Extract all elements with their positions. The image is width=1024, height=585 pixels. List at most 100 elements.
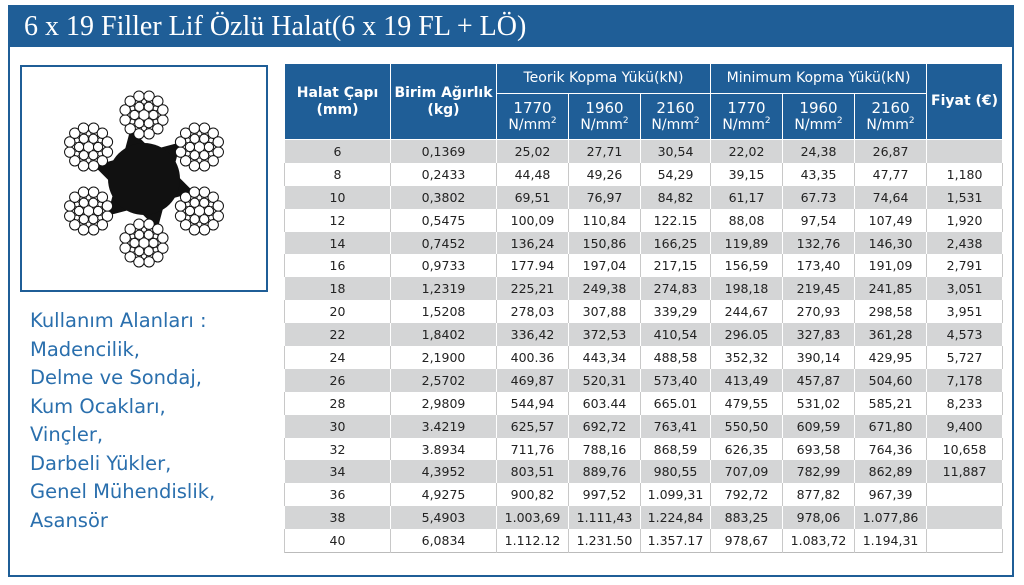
grade-value: 1770	[513, 98, 552, 117]
usage-item: Delme ve Sondaj,	[30, 366, 202, 389]
table-cell: 980,55	[639, 460, 712, 484]
table-cell: 8	[284, 162, 391, 186]
table-cell: 54,29	[639, 162, 712, 186]
table-row: 22 1,8402 336,42 372,53 410,54 296.05 327,83 36…	[284, 323, 1004, 347]
table-row: 6 0,1369 25,02 27,71 30,54 22,02 24,38 26,87	[284, 139, 1004, 163]
table-cell: 30,54	[639, 139, 712, 163]
header-grade: 1770 N/mm2	[710, 93, 784, 140]
header-weight: Birim Ağırlık (kg)	[390, 63, 497, 140]
table-cell: 97,54	[782, 208, 856, 232]
table-cell: 469,87	[496, 368, 569, 392]
table-cell: 520,31	[568, 368, 641, 392]
table-cell: 107,49	[854, 208, 928, 232]
header-diameter: Halat Çapı (mm)	[284, 63, 391, 140]
unit-label: N/mm	[651, 116, 694, 133]
table-cell: 30	[284, 414, 391, 438]
usage-item: Vinçler,	[30, 423, 104, 446]
table-cell: 166,25	[639, 231, 712, 255]
header-grade: 2160 N/mm2	[854, 93, 928, 140]
table-cell: 997,52	[568, 483, 641, 507]
grade-unit: N/mm2	[783, 116, 854, 134]
table-cell: 372,53	[568, 323, 641, 347]
unit-label: N/mm	[508, 116, 551, 133]
table-cell: 1.224,84	[639, 506, 712, 530]
table-cell: 352,32	[710, 346, 784, 369]
table-cell: 339,29	[639, 300, 712, 324]
table-cell: 782,99	[782, 460, 856, 484]
grade-value: 1770	[727, 98, 766, 117]
table-cell: 792,72	[710, 483, 784, 507]
table-cell: 156,59	[710, 254, 784, 278]
table-cell: 2,9809	[390, 391, 497, 415]
table-cell: 122.15	[639, 208, 712, 232]
table-cell: 3,051	[926, 277, 1004, 301]
table-cell: 4,573	[926, 323, 1004, 347]
header-price: Fiyat (€)	[926, 63, 1004, 140]
table-cell: 84,82	[639, 185, 712, 209]
table-cell: 1,8402	[390, 323, 497, 347]
table-cell: 44,48	[496, 162, 569, 186]
table-cell: 36	[284, 483, 391, 507]
table-cell: 39,15	[710, 162, 784, 186]
table-cell: 61,17	[710, 185, 784, 209]
table-cell: 24	[284, 346, 391, 369]
unit-power: 2	[908, 115, 915, 126]
grade-unit: N/mm2	[711, 116, 782, 134]
table-cell: 9,400	[926, 414, 1004, 438]
table-row: 8 0,2433 44,48 49,26 54,29 39,15 43,35 47,77 1,1…	[284, 162, 1004, 186]
table-cell: 270,93	[782, 300, 856, 324]
table-cell: 900,82	[496, 483, 569, 507]
table-cell: 1.194,31	[854, 529, 928, 553]
table-cell: 0,3802	[390, 185, 497, 209]
table-cell: 457,87	[782, 368, 856, 392]
table-cell: 22	[284, 323, 391, 347]
table-cell: 671,80	[854, 414, 928, 438]
table-cell: 1.112.12	[496, 529, 569, 553]
table-cell: 1,180	[926, 162, 1004, 186]
table-cell: 40	[284, 529, 391, 553]
table-row: 14 0,7452 136,24 150,86 166,25 119,89 132,76 14…	[284, 231, 1004, 255]
table-row: 12 0,5475 100,09 110,84 122.15 88,08 97,54 107,…	[284, 208, 1004, 232]
table-cell: 862,89	[854, 460, 928, 484]
table-cell: 7,178	[926, 368, 1004, 392]
table-cell: 3.4219	[390, 414, 497, 438]
table-cell: 443,34	[568, 346, 641, 369]
table-cell: 573,40	[639, 368, 712, 392]
table-row: 32 3.8934 711,76 788,16 868,59 626,35 693,58 76…	[284, 437, 1004, 461]
table-cell: 119,89	[710, 231, 784, 255]
table-cell: 603.44	[568, 391, 641, 415]
table-cell: 241,85	[854, 277, 928, 301]
table-row: 40 6,0834 1.112.12 1.231.50 1.357.17 978,67 1.…	[284, 529, 1004, 553]
unit-power: 2	[693, 115, 700, 126]
table-cell: 16	[284, 254, 391, 278]
table-cell: 6	[284, 139, 391, 163]
table-cell: 763,41	[639, 414, 712, 438]
table-cell: 197,04	[568, 254, 641, 278]
table-cell: 2,5702	[390, 368, 497, 392]
page-title: 6 x 19 Filler Lif Özlü Halat(6 x 19 FL +…	[10, 7, 1012, 47]
table-cell: 136,24	[496, 231, 569, 255]
unit-label: N/mm	[866, 116, 909, 133]
table-cell: 390,14	[782, 346, 856, 369]
table-row: 34 4,3952 803,51 889,76 980,55 707,09 782,99 86…	[284, 460, 1004, 484]
table-cell: 18	[284, 277, 391, 301]
table-cell: 67.73	[782, 185, 856, 209]
table-row: 18 1,2319 225,21 249,38 274,83 198,18 219,45 24…	[284, 277, 1004, 301]
table-cell: 110,84	[568, 208, 641, 232]
table-cell: 0,9733	[390, 254, 497, 278]
table-cell: 400.36	[496, 346, 569, 369]
table-cell: 191,09	[854, 254, 928, 278]
table-cell: 531,02	[782, 391, 856, 415]
table-cell: 978,67	[710, 529, 784, 553]
usage-areas: Kullanım Alanları : Madencilik, Delme ve…	[30, 307, 270, 535]
table-cell: 8,233	[926, 391, 1004, 415]
table-cell: 877,82	[782, 483, 856, 507]
table-cell: 1.077,86	[854, 506, 928, 530]
table-cell: 274,83	[639, 277, 712, 301]
table-cell: 978,06	[782, 506, 856, 530]
table-cell: 177.94	[496, 254, 569, 278]
table-cell: 711,76	[496, 437, 569, 461]
table-cell: 27,71	[568, 139, 641, 163]
table-cell: 693,58	[782, 437, 856, 461]
header-grade: 1960 N/mm2	[568, 93, 641, 140]
